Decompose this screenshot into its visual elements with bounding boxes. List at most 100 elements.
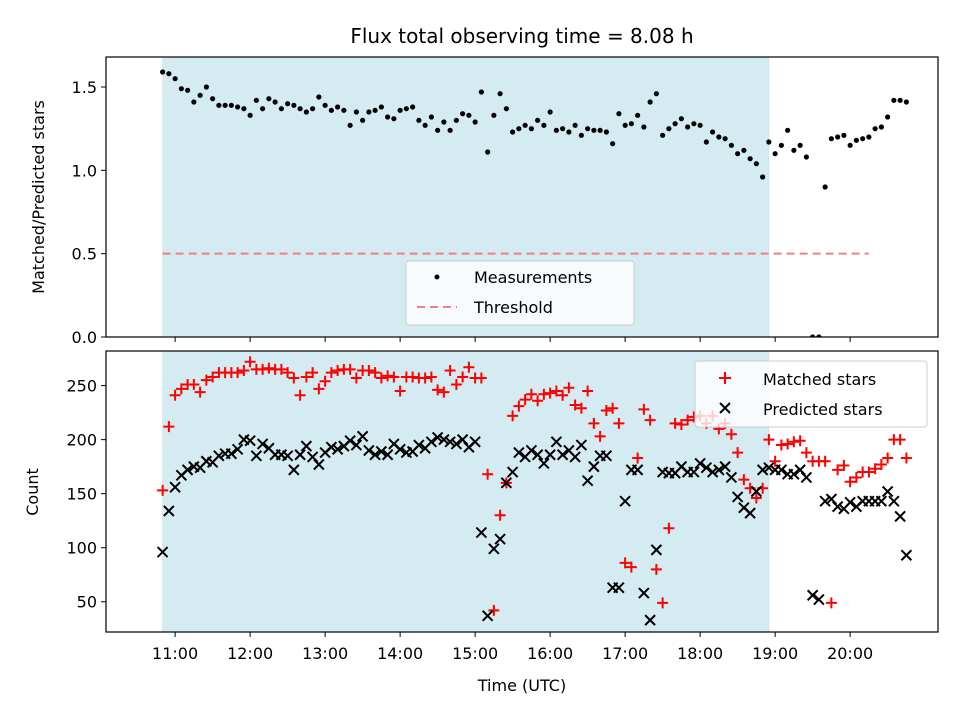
measurement-point (672, 121, 678, 127)
matched-point (175, 383, 187, 395)
top-axes-frame (105, 56, 939, 338)
y-tick-label: 0.5 (72, 245, 97, 264)
measurement-point (628, 121, 634, 127)
measurement-point (260, 106, 266, 112)
matched-point (875, 458, 887, 470)
measurement-point (597, 127, 603, 133)
legend-label-threshold: Threshold (473, 298, 553, 317)
measurement-point (566, 129, 572, 135)
matched-point (244, 356, 256, 368)
matched-point (388, 371, 400, 383)
matched-point (832, 464, 844, 476)
x-tick-label: 13:00 (302, 644, 348, 663)
predicted-point (244, 434, 256, 447)
predicted-point (588, 460, 600, 473)
predicted-point (500, 477, 513, 489)
measurement-point (710, 129, 716, 135)
matched-point (738, 474, 750, 486)
matched-point (200, 374, 212, 386)
matched-point (319, 375, 331, 387)
measurement-point (603, 129, 609, 135)
measurement-point (510, 129, 516, 135)
measurement-point (747, 156, 753, 162)
predicted-point (331, 443, 344, 456)
measurement-point (853, 137, 859, 143)
measurement-point (203, 84, 209, 90)
measurement-point (666, 126, 672, 132)
measurement-point (310, 106, 316, 112)
matched-point (569, 399, 581, 411)
matched-point (488, 604, 500, 616)
y-tick-label: 250 (66, 377, 97, 396)
predicted-point (713, 464, 725, 476)
predicted-point (819, 495, 831, 507)
y-tick-label: 150 (66, 485, 97, 504)
bottom-x-ticks: 11:00 12:00 13:00 14:00 15:00 16:00 17:00 18:00… (152, 632, 873, 663)
measurement-point (403, 106, 409, 112)
measurement-point (816, 334, 822, 337)
measurement-point (316, 94, 322, 100)
predicted-point (831, 500, 844, 513)
bottom-shaded-interval (162, 351, 770, 632)
predicted-point (450, 438, 463, 450)
matched-point (588, 417, 600, 429)
matched-point (282, 367, 294, 379)
measurement-point (541, 122, 547, 128)
predicted-point (469, 436, 481, 448)
predicted-point (581, 474, 594, 487)
matched-point (788, 436, 800, 448)
measurement-point (697, 122, 703, 128)
measurement-point (878, 124, 884, 130)
legend-label-measurements: Measurements (474, 268, 592, 287)
matched-point (819, 455, 831, 467)
measurement-point (497, 91, 503, 97)
measurement-point (185, 87, 191, 93)
matched-point (513, 400, 525, 412)
predicted-point (369, 449, 381, 461)
predicted-point (550, 436, 563, 448)
predicted-point (363, 444, 375, 457)
measurement-point (753, 161, 759, 167)
x-tick-label: 11:00 (152, 644, 198, 663)
measurement-point (447, 127, 453, 133)
matched-point (257, 363, 269, 375)
measurement-point (591, 127, 597, 133)
measurement-point (491, 112, 497, 118)
matched-point (594, 430, 606, 442)
bottom-panel: 50 100 150 200 250 11:00 12:00 13:00 14:00 15:00… (23, 350, 939, 695)
y-tick-label: 0.0 (72, 328, 97, 347)
measurements-points (160, 69, 909, 337)
top-y-axis-label: Matched/Predicted stars (29, 100, 48, 294)
matched-point (482, 468, 494, 480)
measurement-point (478, 89, 484, 95)
measurement-point (885, 114, 891, 120)
predicted-point (763, 462, 775, 474)
measurement-point (560, 126, 566, 132)
matched-point (394, 385, 406, 397)
legend-label-matched: Matched stars (763, 370, 876, 389)
matched-point (232, 367, 244, 379)
matched-point (238, 364, 250, 376)
measurement-point (872, 126, 878, 132)
measurement-point (210, 96, 216, 102)
measurement-point (522, 122, 528, 128)
measurement-point (797, 142, 803, 148)
measurement-point (303, 109, 309, 115)
predicted-point (644, 614, 656, 626)
measurement-point (860, 136, 866, 142)
predicted-point (725, 471, 738, 484)
legend-label-predicted: Predicted stars (763, 400, 883, 419)
measurement-point (578, 132, 584, 138)
matched-point (669, 417, 681, 429)
measurement-point (535, 117, 541, 123)
matched-point (775, 439, 787, 451)
predicted-point (706, 466, 719, 478)
matched-point (900, 452, 912, 464)
predicted-point (694, 457, 706, 470)
predicted-point (806, 589, 819, 601)
predicted-point (788, 468, 800, 480)
measurement-point (822, 184, 828, 190)
measurement-point (616, 111, 622, 117)
predicted-point (888, 495, 900, 507)
matched-point (263, 362, 275, 374)
